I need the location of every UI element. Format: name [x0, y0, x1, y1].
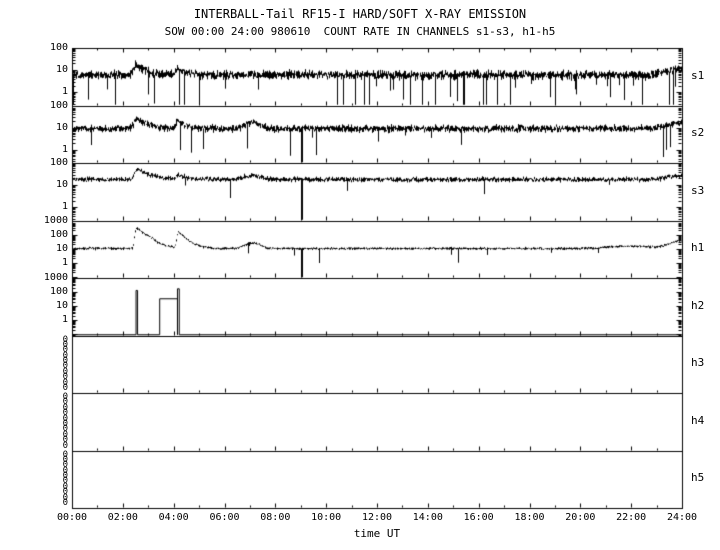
channel-label-s1: s1 — [691, 68, 705, 82]
x-tick-label: 16:00 — [463, 512, 494, 523]
y-tick-zero-label: 0 — [62, 361, 68, 372]
y-tick-label: 1000 — [43, 272, 68, 283]
channel-label-h3: h3 — [691, 356, 705, 370]
x-tick-label: 10:00 — [311, 512, 342, 523]
y-tick-zero-label: 0 — [62, 397, 68, 408]
y-tick-zero-label: 0 — [62, 465, 68, 476]
y-tick-zero-label: 0 — [62, 498, 68, 508]
y-tick-label: 100 — [49, 99, 68, 111]
y-tick-zero-label: 0 — [62, 481, 68, 492]
y-tick-label: 10 — [55, 121, 68, 133]
y-tick-zero-label: 0 — [62, 435, 68, 446]
x-tick-label: 00:00 — [56, 512, 88, 523]
channel-label-h1: h1 — [691, 241, 705, 255]
y-tick-label: 1 — [61, 86, 68, 98]
y-tick-zero-label: 0 — [62, 372, 68, 383]
y-tick-zero-label: 0 — [62, 460, 68, 471]
x-tick-label: 04:00 — [158, 512, 189, 523]
y-tick-zero-label: 0 — [62, 492, 68, 503]
y-tick-label: 100 — [49, 42, 68, 53]
channel-label-h5: h5 — [691, 471, 705, 485]
x-tick-label: 24:00 — [666, 512, 698, 523]
x-tick-label: 20:00 — [565, 512, 596, 523]
y-tick-label: 1 — [61, 256, 68, 268]
y-tick-label: 100 — [49, 157, 68, 168]
y-tick-zero-label: 0 — [62, 339, 68, 350]
y-tick-label: 1 — [61, 314, 68, 326]
x-tick-label: 08:00 — [260, 512, 291, 523]
x-tick-label: 12:00 — [361, 512, 393, 523]
y-tick-zero-label: 0 — [62, 377, 68, 388]
channel-label-s2: s2 — [691, 126, 705, 140]
y-tick-zero-label: 0 — [62, 366, 68, 377]
y-tick-label: 1 — [61, 143, 68, 155]
y-tick-zero-label: 0 — [62, 449, 68, 460]
y-tick-label: 10 — [55, 300, 68, 312]
y-tick-label: 1 — [61, 201, 68, 213]
y-tick-zero-label: 0 — [62, 334, 68, 345]
y-tick-zero-label: 0 — [62, 454, 68, 465]
y-tick-zero-label: 0 — [62, 345, 68, 356]
y-tick-zero-label: 0 — [62, 487, 68, 498]
y-tick-zero-label: 0 — [62, 424, 68, 435]
y-tick-label: 10 — [55, 179, 68, 191]
y-tick-zero-label: 0 — [62, 408, 68, 419]
y-tick-zero-label: 0 — [62, 402, 68, 413]
x-tick-label: 02:00 — [107, 512, 138, 523]
channel-label-h4: h4 — [691, 413, 705, 427]
x-axis-title: time UT — [353, 527, 401, 540]
y-tick-label: 100 — [49, 286, 68, 298]
y-tick-zero-label: 0 — [62, 471, 68, 482]
channel-label-s3: s3 — [691, 183, 705, 197]
y-tick-zero-label: 0 — [62, 418, 68, 429]
y-tick-zero-label: 0 — [62, 383, 68, 393]
y-tick-label: 10 — [55, 64, 68, 76]
y-tick-zero-label: 0 — [62, 350, 68, 361]
y-tick-label: 100 — [49, 228, 68, 240]
y-tick-zero-label: 0 — [62, 440, 68, 451]
y-tick-label: 10 — [55, 242, 68, 254]
x-tick-label: 06:00 — [209, 512, 240, 523]
x-tick-label: 22:00 — [616, 512, 647, 523]
x-tick-label: 14:00 — [412, 512, 443, 523]
x-tick-label: 18:00 — [514, 512, 545, 523]
y-tick-label: 1000 — [43, 214, 68, 226]
channel-label-h2: h2 — [691, 298, 705, 312]
y-tick-zero-label: 0 — [62, 392, 68, 402]
y-tick-zero-label: 0 — [62, 429, 68, 440]
y-tick-zero-label: 0 — [62, 476, 68, 487]
y-tick-zero-label: 0 — [62, 413, 68, 424]
y-tick-zero-label: 0 — [62, 356, 68, 367]
